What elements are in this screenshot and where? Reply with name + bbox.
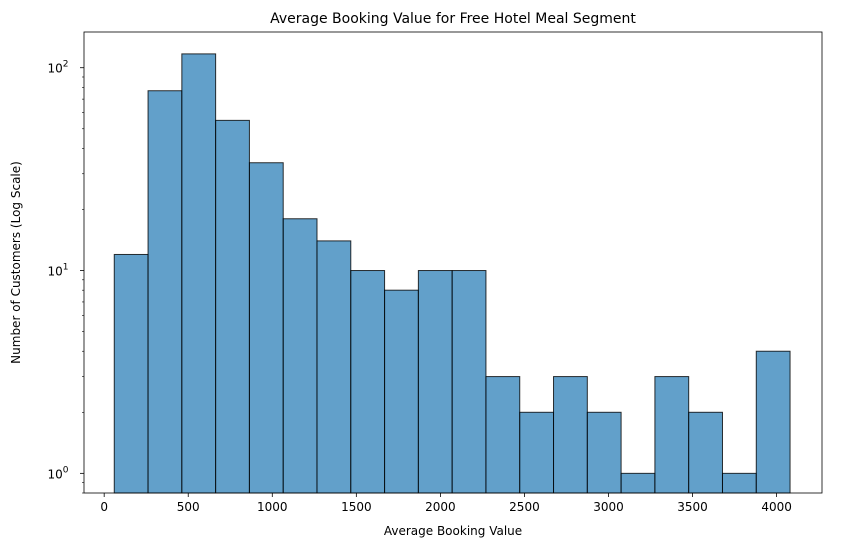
y-tick-label: 100: [47, 465, 68, 481]
x-tick-label: 0: [100, 500, 108, 514]
histogram-bar: [586, 411, 622, 494]
x-tick-label: 2500: [509, 500, 540, 514]
histogram-bar: [316, 240, 352, 494]
histogram-bar: [384, 289, 419, 494]
histogram-bar: [721, 472, 757, 494]
chart-title: Average Booking Value for Free Hotel Mea…: [270, 11, 636, 27]
histogram-bar: [519, 411, 555, 494]
x-tick-label: 1000: [257, 500, 288, 514]
plot-frame: [83, 31, 823, 494]
histogram-bar: [215, 119, 250, 494]
x-tick-label: 500: [177, 500, 200, 514]
x-tick-label: 3500: [677, 500, 708, 514]
histogram-bar: [485, 376, 521, 494]
histogram-bar: [350, 270, 386, 494]
histogram-bar: [654, 376, 690, 494]
histogram-bar: [113, 253, 149, 494]
y-tick-label: 102: [47, 60, 68, 76]
histogram-bar: [147, 90, 183, 494]
histogram-bar: [248, 162, 284, 494]
ticks-layer: 0 500 1000 1500 2000 2500 3000 3500 4000 100 101 10…: [47, 60, 791, 514]
x-tick-label: 4000: [761, 500, 792, 514]
x-axis-label: Average Booking Value: [384, 524, 522, 538]
histogram-bar: [451, 270, 487, 494]
histogram-bar: [620, 472, 656, 494]
bars-layer: [113, 53, 791, 494]
x-tick-label: 1500: [341, 500, 372, 514]
histogram-bar: [282, 218, 318, 494]
x-tick-label: 3000: [593, 500, 624, 514]
x-tick-label: 2000: [425, 500, 456, 514]
y-axis-label: Number of Customers (Log Scale): [9, 161, 23, 364]
histogram-bar: [688, 411, 723, 494]
histogram-bar: [417, 270, 453, 494]
histogram-bar: [181, 53, 217, 494]
histogram-bar: [553, 376, 588, 494]
histogram-bar: [755, 350, 791, 494]
y-tick-label: 101: [47, 263, 68, 279]
